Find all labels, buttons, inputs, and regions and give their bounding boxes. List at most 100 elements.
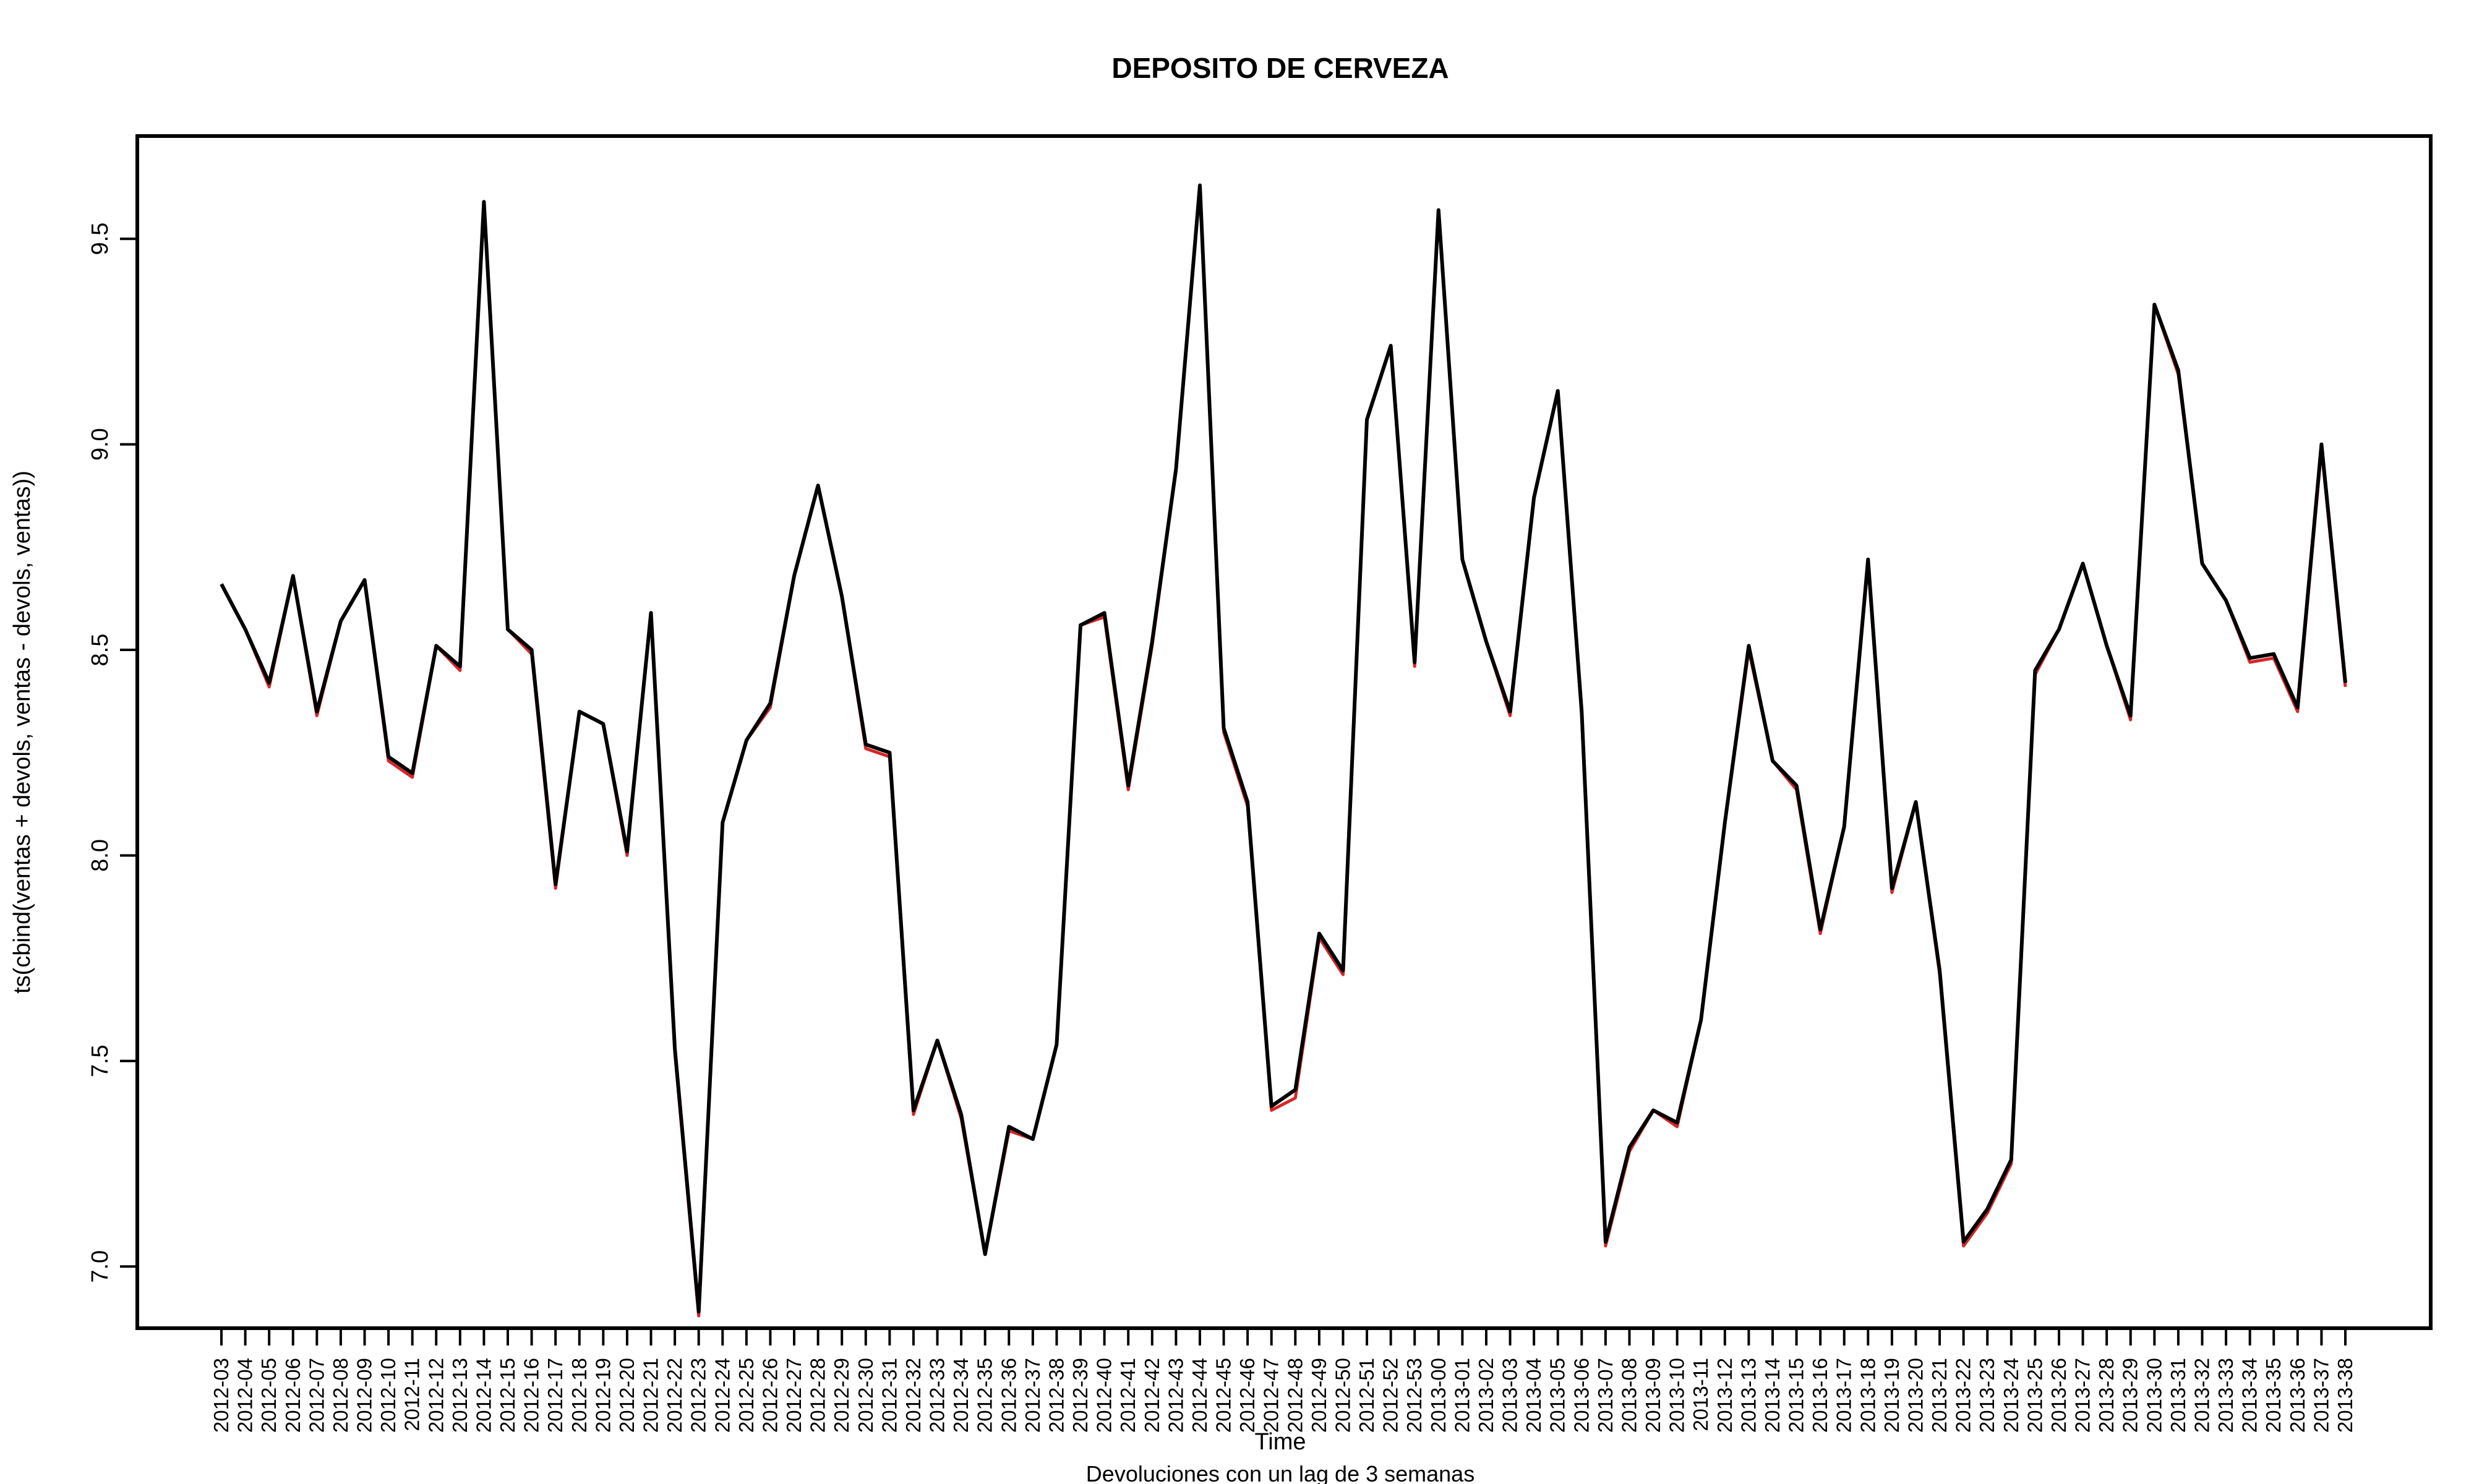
x-tick-label: 2013-06 xyxy=(1570,1358,1593,1433)
y-axis-label: ts(cbind(ventas + devols, ventas - devol… xyxy=(9,471,35,994)
x-tick-label: 2013-09 xyxy=(1641,1358,1664,1433)
x-tick-label: 2012-34 xyxy=(949,1358,972,1433)
x-tick-label: 2013-38 xyxy=(2334,1358,2356,1433)
y-axis: 7.0 7.5 8.0 8.5 9.0 9.5 xyxy=(87,223,137,1283)
x-tick-label: 2012-15 xyxy=(496,1358,519,1433)
x-tick-label: 2013-26 xyxy=(2047,1358,2070,1433)
x-tick-label: 2012-07 xyxy=(305,1358,328,1433)
x-tick-label: 2013-35 xyxy=(2262,1358,2285,1433)
x-tick-label: 2013-18 xyxy=(1856,1358,1879,1433)
x-tick-label: 2012-38 xyxy=(1045,1358,1068,1433)
x-tick-label: 2013-24 xyxy=(2000,1358,2022,1433)
x-tick-label: 2012-11 xyxy=(401,1358,424,1431)
x-tick-label: 2012-40 xyxy=(1093,1358,1116,1433)
x-tick-label: 2013-34 xyxy=(2238,1358,2261,1433)
x-tick-label: 2012-28 xyxy=(807,1358,829,1433)
series-line-1 xyxy=(220,184,2347,1318)
x-tick-label: 2013-28 xyxy=(2095,1358,2118,1433)
x-tick-label: 2013-01 xyxy=(1450,1358,1473,1433)
y-tick-label: 9.0 xyxy=(87,428,113,461)
x-tick-label: 2013-23 xyxy=(1975,1358,1998,1433)
series-line-3 xyxy=(220,183,2347,1314)
x-tick-label: 2012-52 xyxy=(1379,1358,1402,1433)
x-tick-label: 2013-15 xyxy=(1785,1358,1808,1433)
x-tick-label: 2012-23 xyxy=(687,1358,710,1433)
x-tick-label: 2012-10 xyxy=(377,1358,400,1433)
x-tick-label: 2012-42 xyxy=(1141,1358,1163,1433)
plot-frame xyxy=(135,134,2433,1330)
x-tick-label: 2012-17 xyxy=(544,1358,567,1433)
x-tick-label: 2013-11 xyxy=(1689,1358,1712,1431)
x-tick-label: 2012-37 xyxy=(1021,1358,1044,1433)
chart-title: DEPOSITO DE CERVEZA xyxy=(1111,52,1449,84)
x-tick-label: 2013-22 xyxy=(1952,1358,1975,1433)
x-tick-label: 2012-30 xyxy=(854,1358,877,1433)
x-tick-label: 2012-05 xyxy=(257,1358,280,1433)
x-tick-label: 2012-45 xyxy=(1212,1358,1235,1433)
x-tick-label: 2012-29 xyxy=(830,1358,853,1433)
x-tick-label: 2013-12 xyxy=(1713,1358,1736,1433)
x-tick-label: 2012-06 xyxy=(281,1358,304,1433)
x-tick-label: 2012-47 xyxy=(1260,1358,1283,1433)
x-tick-label: 2012-08 xyxy=(329,1358,352,1433)
x-tick-label: 2013-20 xyxy=(1904,1358,1927,1433)
x-tick-label: 2013-10 xyxy=(1666,1358,1689,1433)
x-tick-label: 2013-13 xyxy=(1737,1358,1760,1433)
x-tick-label: 2013-02 xyxy=(1475,1358,1497,1433)
y-tick-label: 8.0 xyxy=(87,839,113,872)
x-tick-label: 2012-19 xyxy=(591,1358,614,1433)
x-tick-label: 2012-36 xyxy=(997,1358,1020,1433)
x-tick-label: 2012-25 xyxy=(735,1358,758,1433)
x-tick-label: 2012-18 xyxy=(568,1358,591,1433)
x-tick-label: 2013-19 xyxy=(1880,1358,1903,1433)
x-tick-label: 2012-12 xyxy=(424,1358,447,1433)
x-tick-label: 2013-25 xyxy=(2023,1358,2046,1433)
x-tick-label: 2013-30 xyxy=(2142,1358,2165,1433)
x-tick-label: 2012-43 xyxy=(1164,1358,1187,1433)
x-tick-label: 2013-27 xyxy=(2071,1358,2094,1433)
series-layer xyxy=(220,183,2347,1318)
x-tick-label: 2012-14 xyxy=(472,1358,495,1433)
x-tick-label: 2013-14 xyxy=(1761,1358,1784,1433)
y-tick-label: 7.0 xyxy=(87,1250,113,1283)
x-axis: 2012-03 2012-04 2012-05 2012-06 2012-07 2012-… xyxy=(210,1328,2356,1433)
x-tick-label: 2012-32 xyxy=(902,1358,925,1433)
x-tick-label: 2013-00 xyxy=(1427,1358,1450,1433)
x-tick-label: 2012-16 xyxy=(520,1358,543,1433)
x-tick-label: 2013-08 xyxy=(1617,1358,1640,1433)
x-tick-label: 2012-35 xyxy=(974,1358,996,1433)
x-tick-label: 2012-33 xyxy=(926,1358,949,1433)
x-tick-label: 2013-36 xyxy=(2286,1358,2309,1433)
x-tick-label: 2012-03 xyxy=(210,1358,233,1433)
x-tick-label: 2012-13 xyxy=(448,1358,471,1433)
x-axis-label: Time xyxy=(1254,1429,1306,1455)
y-tick-label: 7.5 xyxy=(87,1044,113,1077)
x-tick-label: 2013-07 xyxy=(1594,1358,1617,1433)
x-tick-label: 2012-24 xyxy=(711,1358,734,1433)
x-tick-label: 2012-27 xyxy=(782,1358,805,1433)
x-tick-label: 2013-32 xyxy=(2190,1358,2213,1433)
x-tick-label: 2013-17 xyxy=(1833,1358,1856,1433)
y-tick-label: 8.5 xyxy=(87,634,113,667)
chart-subtitle: Devoluciones con un lag de 3 semanas xyxy=(1086,1461,1475,1484)
x-tick-label: 2013-16 xyxy=(1808,1358,1831,1433)
x-tick-label: 2012-21 xyxy=(640,1358,662,1433)
x-tick-label: 2012-44 xyxy=(1188,1358,1211,1433)
x-tick-label: 2013-31 xyxy=(2167,1358,2189,1433)
y-tick-label: 9.5 xyxy=(87,223,113,255)
x-tick-label: 2012-53 xyxy=(1403,1358,1426,1433)
x-tick-label: 2012-09 xyxy=(353,1358,376,1433)
x-tick-label: 2013-04 xyxy=(1522,1358,1545,1433)
x-tick-label: 2012-26 xyxy=(758,1358,781,1433)
x-tick-label: 2013-05 xyxy=(1546,1358,1569,1433)
x-tick-label: 2012-31 xyxy=(878,1358,901,1433)
x-tick-label: 2012-46 xyxy=(1236,1358,1259,1433)
x-tick-label: 2013-03 xyxy=(1499,1358,1522,1433)
x-tick-label: 2013-29 xyxy=(2119,1358,2142,1433)
x-tick-label: 2012-04 xyxy=(234,1358,257,1433)
x-tick-label: 2012-50 xyxy=(1331,1358,1354,1433)
x-tick-label: 2013-21 xyxy=(1928,1358,1951,1433)
x-tick-label: 2013-37 xyxy=(2309,1358,2332,1433)
x-tick-label: 2012-39 xyxy=(1069,1358,1092,1433)
